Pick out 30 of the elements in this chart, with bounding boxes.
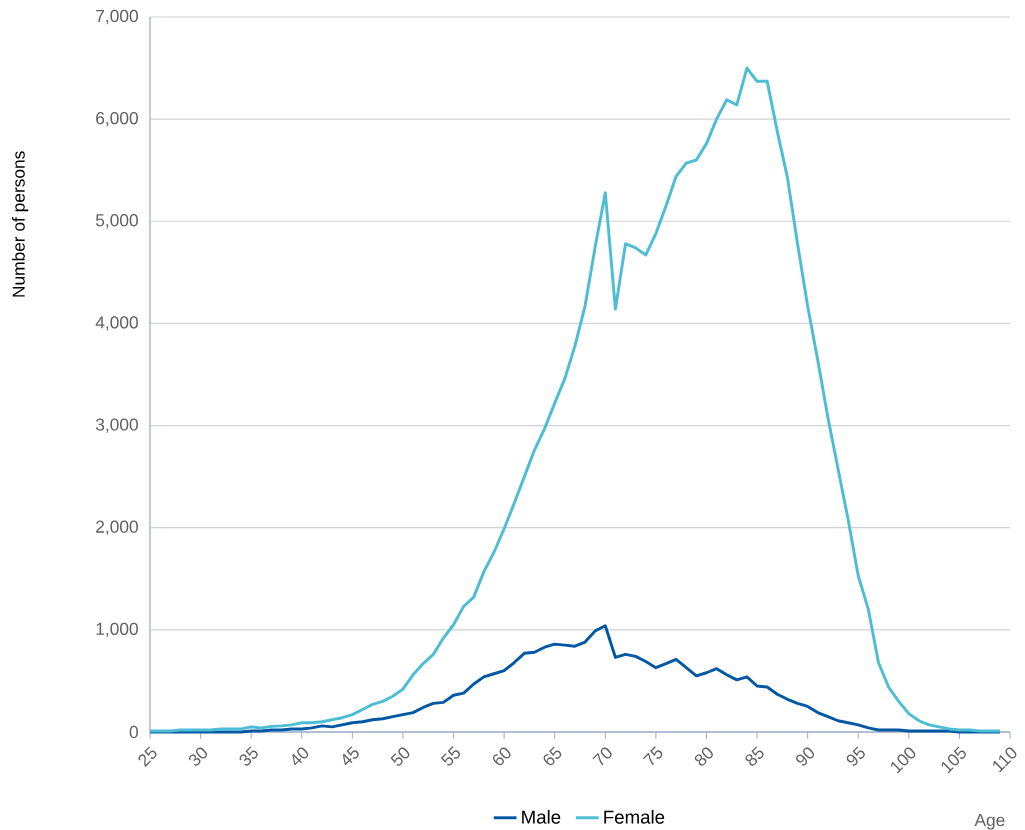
y-tick-label: 6,000 bbox=[96, 111, 138, 127]
y-tick-label: 2,000 bbox=[96, 520, 138, 535]
x-tick-label: 40 bbox=[292, 747, 309, 766]
x-tick-label: 65 bbox=[543, 746, 562, 766]
y-tick-label: 5,000 bbox=[95, 214, 138, 229]
legend-label: Male bbox=[522, 810, 561, 824]
x-tick-label: 25 bbox=[138, 746, 157, 767]
y-tick-label: 0 bbox=[129, 725, 138, 739]
x-tick-label: 45 bbox=[342, 746, 359, 766]
y-tick-label: 4,000 bbox=[95, 316, 138, 331]
x-tick-label: 85 bbox=[745, 746, 764, 766]
x-tick-label: 55 bbox=[440, 746, 460, 766]
x-tick-label: 50 bbox=[390, 747, 410, 766]
x-tick-label: 80 bbox=[694, 747, 713, 766]
x-axis-title: Age bbox=[974, 814, 1005, 830]
y-tick-label: 7,000 bbox=[96, 9, 138, 25]
x-tick-label: 100 bbox=[891, 747, 916, 774]
y-tick-label: 3,000 bbox=[95, 418, 138, 433]
x-tick-label: 110 bbox=[993, 747, 1017, 773]
y-tick-label: 1,000 bbox=[96, 622, 138, 637]
x-tick-label: 30 bbox=[188, 747, 208, 766]
x-tick-label: 105 bbox=[941, 746, 966, 774]
x-tick-label: 70 bbox=[592, 747, 612, 766]
y-axis-title: Number of persons bbox=[12, 151, 29, 297]
x-tick-label: 35 bbox=[239, 746, 258, 766]
x-tick-label: 95 bbox=[846, 746, 865, 766]
x-tick-label: 75 bbox=[642, 746, 663, 766]
x-tick-label: 60 bbox=[493, 747, 511, 766]
legend-label: Female bbox=[604, 810, 665, 824]
x-tick-label: 90 bbox=[796, 747, 815, 766]
